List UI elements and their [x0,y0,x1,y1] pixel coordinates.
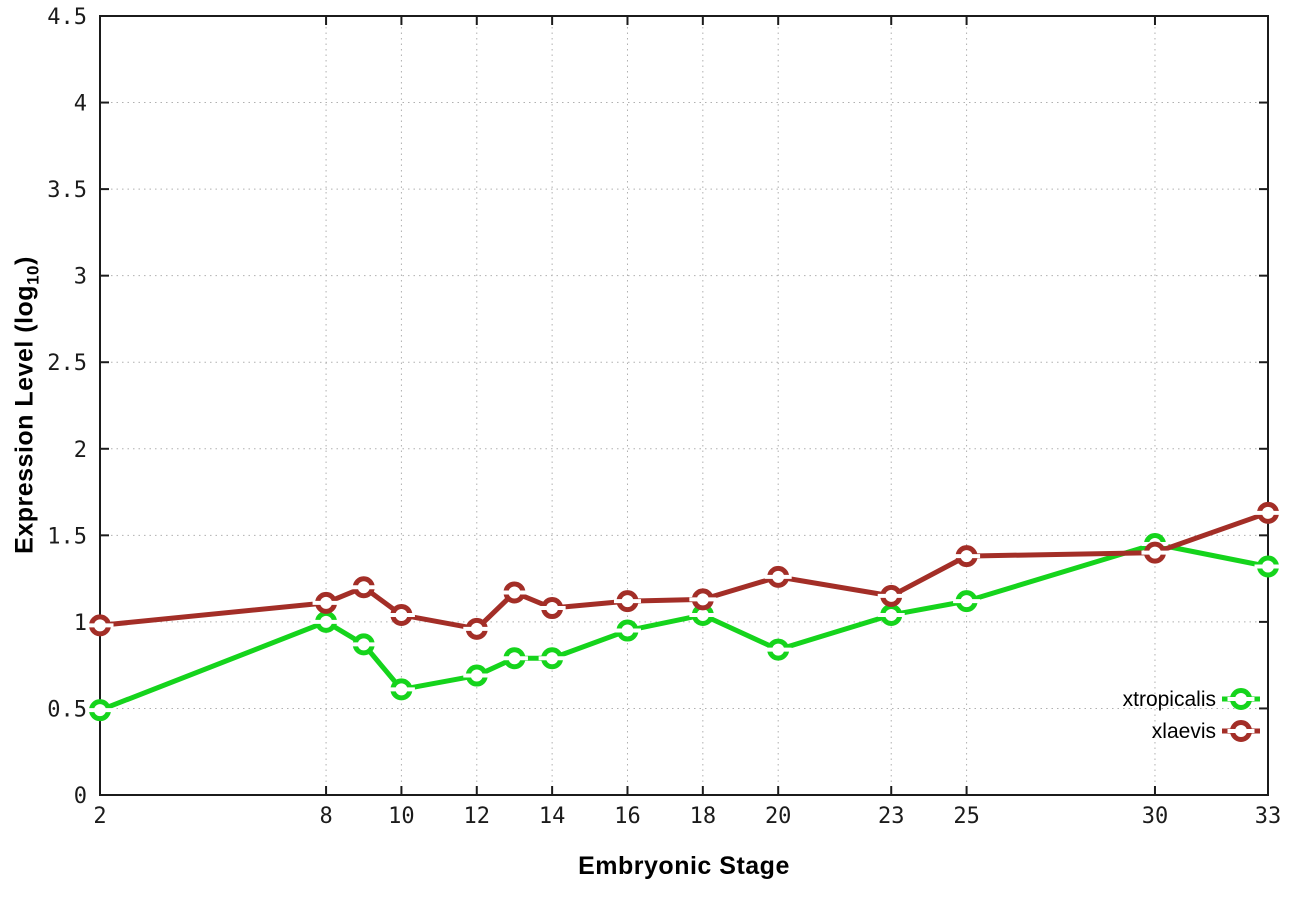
y-tick-label: 0.5 [47,697,87,722]
x-tick-label: 18 [690,804,717,829]
x-tick-label: 10 [388,804,415,829]
plot-border [99,15,1269,796]
y-tick-label: 4.5 [47,5,87,30]
x-tick-label: 30 [1142,804,1169,829]
x-tick-label: 2 [93,804,106,829]
y-axis-title-sub: 10 [23,264,43,285]
y-tick-label: 1 [74,611,87,636]
y-tick-label: 2 [74,438,87,463]
y-tick-label: 1.5 [47,524,87,549]
y-tick-label: 3 [74,265,87,290]
y-axis-title-main: Expression Level (log [10,284,39,554]
x-tick-label: 12 [464,804,491,829]
y-tick-label: 3.5 [47,178,87,203]
series-line-xtropicalis [97,541,1271,713]
series-line-xlaevis [97,510,1271,632]
y-tick-label: 0 [74,784,87,809]
y-axis-title-close: ) [10,256,39,265]
legend-label-xlaevis: xlaevis [1152,720,1216,743]
x-tick-label: 14 [539,804,566,829]
y-tick-label: 4 [74,92,87,117]
x-tick-label: 33 [1255,804,1282,829]
x-tick-label: 20 [765,804,792,829]
y-axis-title: Expression Level (log10) [11,256,44,554]
x-tick-label: 25 [953,804,980,829]
y-tick-label: 2.5 [47,351,87,376]
x-tick-label: 8 [319,804,332,829]
x-axis-title: Embryonic Stage [578,852,790,880]
x-tick-label: 16 [614,804,641,829]
x-tick-label: 23 [878,804,905,829]
legend-label-xtropicalis: xtropicalis [1123,688,1216,711]
